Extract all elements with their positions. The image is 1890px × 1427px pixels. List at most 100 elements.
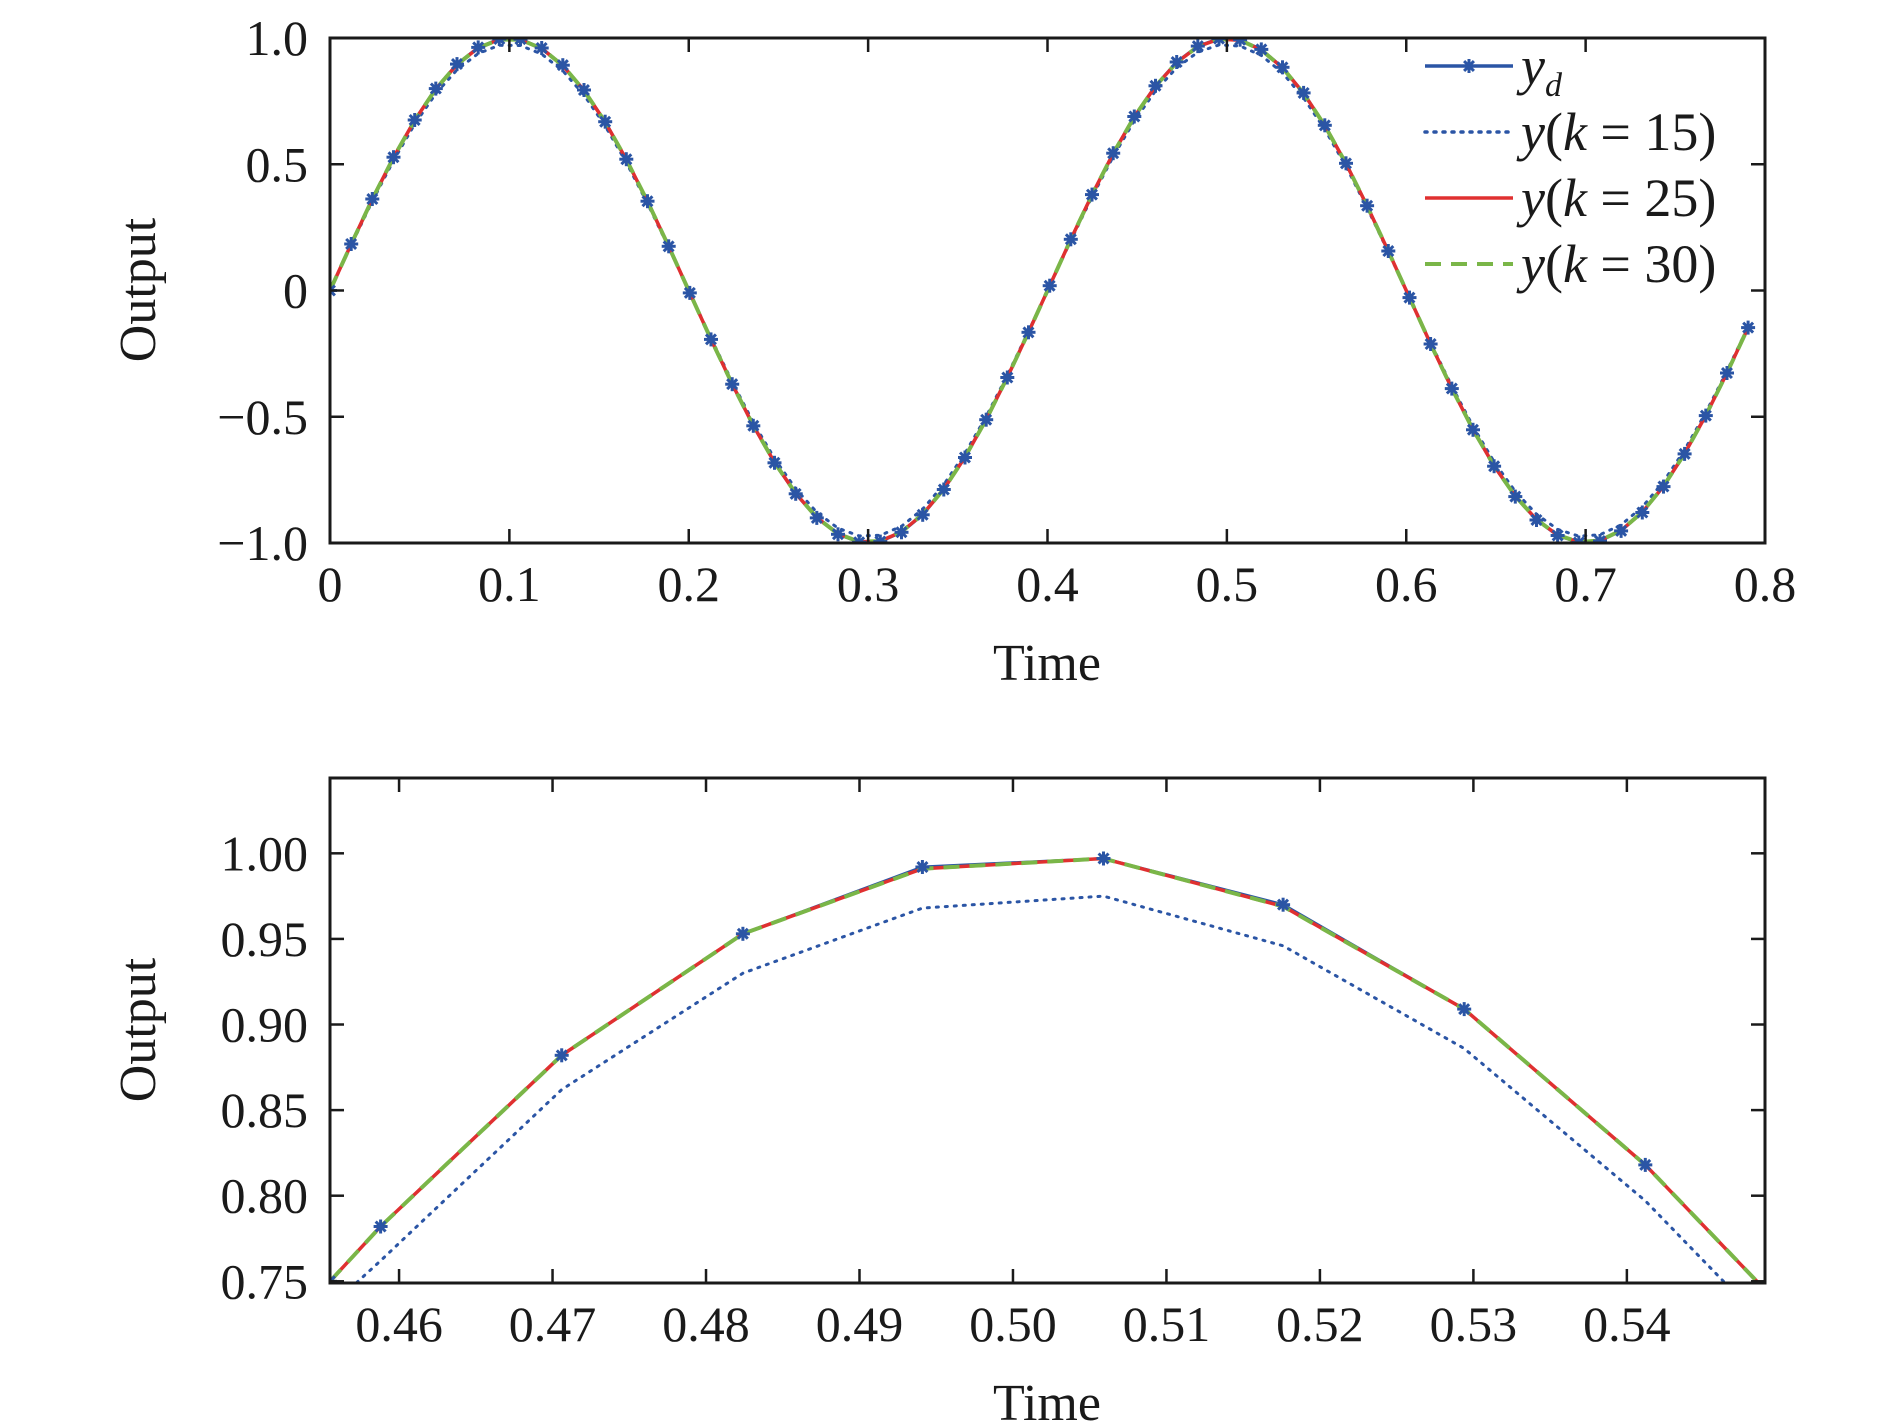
data-point-marker xyxy=(1042,278,1057,293)
top-ticks: 0 0.1 0.2 0.3 0.4 0.5 0.6 0.7 0.8 1.0 0.5 0 −0.5 −1.0 xyxy=(217,10,1796,612)
data-point-marker xyxy=(1127,109,1142,124)
data-point-marker xyxy=(554,1048,569,1063)
data-point-marker xyxy=(735,926,750,941)
data-point-marker xyxy=(1763,1282,1765,1283)
x-tick-label: 0.48 xyxy=(662,1296,750,1352)
x-tick-label: 0.50 xyxy=(969,1296,1057,1352)
top-x-axis-label: Time xyxy=(993,635,1101,692)
data-point-marker xyxy=(1677,446,1692,461)
data-point-marker xyxy=(1063,232,1078,247)
data-point-marker xyxy=(1614,523,1629,538)
data-point-marker xyxy=(1169,55,1184,69)
x-tick-label: 0.5 xyxy=(1196,556,1259,612)
data-point-marker xyxy=(577,83,591,97)
data-point-marker xyxy=(746,418,761,433)
data-point-marker xyxy=(386,150,401,165)
x-tick-label: 0.3 xyxy=(837,556,900,612)
x-tick-label: 0.7 xyxy=(1554,556,1617,612)
legend-item-2: y(k = 25) xyxy=(1425,168,1716,228)
legend-label: yd xyxy=(1516,36,1563,104)
data-point-marker xyxy=(1466,422,1480,437)
y-tick-label: 1.0 xyxy=(246,10,309,66)
data-point-marker xyxy=(450,57,464,72)
data-point-marker xyxy=(1381,244,1396,258)
data-point-marker xyxy=(344,237,359,251)
y-tick-label: 0 xyxy=(283,263,308,319)
data-point-marker xyxy=(958,450,972,465)
data-point-marker xyxy=(831,527,845,542)
data-point-marker xyxy=(365,192,380,206)
x-tick-label: 0.6 xyxy=(1375,556,1438,612)
bottom-x-axis-label: Time xyxy=(993,1375,1101,1427)
data-point-marker xyxy=(1190,39,1205,54)
y-tick-label: 0.95 xyxy=(221,911,309,967)
data-point-marker xyxy=(1550,528,1565,543)
legend-item-3: y(k = 30) xyxy=(1425,234,1716,294)
series-line-1 xyxy=(354,894,1728,1283)
data-point-marker xyxy=(1254,42,1269,57)
data-point-marker xyxy=(1096,851,1111,866)
y-tick-label: 1.00 xyxy=(221,825,309,881)
data-point-marker xyxy=(1148,78,1163,93)
legend-label: y(k = 15) xyxy=(1516,102,1716,162)
data-point-marker xyxy=(1529,513,1544,527)
y-tick-label: 0.5 xyxy=(246,136,309,192)
data-point-marker xyxy=(767,455,782,470)
bottom-ticks: 0.46 0.47 0.48 0.49 0.50 0.51 0.52 0.53 0.54 1.00… xyxy=(221,778,1765,1352)
x-tick-label: 0.4 xyxy=(1016,556,1079,612)
data-point-marker xyxy=(373,1219,388,1234)
data-point-marker xyxy=(555,58,570,73)
data-point-marker xyxy=(1317,118,1332,133)
series-line-0 xyxy=(330,856,1761,1283)
data-point-marker xyxy=(1276,897,1291,912)
top-chart: 0 0.1 0.2 0.3 0.4 0.5 0.6 0.7 0.8 1.0 0.5 0 −0.5 −1.0… xyxy=(110,10,1796,692)
data-point-marker xyxy=(915,507,930,522)
y-tick-label: 0.80 xyxy=(221,1168,309,1224)
data-point-marker xyxy=(1233,38,1248,47)
data-point-marker xyxy=(1296,85,1311,100)
x-tick-label: 0.53 xyxy=(1430,1296,1518,1352)
series-line-2 xyxy=(330,856,1761,1283)
y-tick-label: −1.0 xyxy=(217,515,308,571)
legend-marker xyxy=(1462,59,1476,73)
legend-label: y(k = 30) xyxy=(1516,234,1716,294)
y-tick-label: 0.75 xyxy=(221,1253,309,1309)
data-point-marker xyxy=(1487,459,1502,474)
data-point-marker xyxy=(1638,1157,1653,1172)
data-point-marker xyxy=(894,525,909,540)
data-point-marker xyxy=(534,41,549,55)
data-point-marker xyxy=(936,482,951,497)
data-point-marker xyxy=(661,239,676,254)
data-point-marker xyxy=(1360,198,1375,213)
y-tick-label: 0.90 xyxy=(221,997,309,1053)
y-tick-label: 0.85 xyxy=(221,1082,309,1138)
data-point-marker xyxy=(1085,187,1099,202)
data-point-marker xyxy=(809,510,824,525)
data-point-marker xyxy=(471,40,486,55)
y-tick-label: −0.5 xyxy=(217,389,308,445)
data-point-marker xyxy=(725,377,740,392)
series-group xyxy=(330,38,1756,543)
x-tick-label: 0.8 xyxy=(1734,556,1797,612)
data-point-marker xyxy=(1000,370,1015,385)
data-point-marker xyxy=(598,114,613,129)
x-tick-label: 0.2 xyxy=(658,556,721,612)
data-point-marker xyxy=(1720,366,1734,380)
data-point-marker xyxy=(1106,146,1121,161)
data-point-marker xyxy=(704,332,718,347)
data-point-marker xyxy=(1635,505,1650,520)
data-point-marker xyxy=(1457,1002,1472,1017)
legend-label: y(k = 25) xyxy=(1516,168,1716,228)
x-tick-label: 0.46 xyxy=(355,1296,443,1352)
x-tick-label: 0.1 xyxy=(478,556,541,612)
data-point-marker xyxy=(640,194,655,209)
data-point-marker xyxy=(788,486,803,501)
data-point-marker xyxy=(682,285,697,300)
x-tick-label: 0.49 xyxy=(816,1296,904,1352)
data-point-marker xyxy=(1698,408,1713,423)
top-plot-area xyxy=(330,38,1756,543)
x-tick-label: 0.51 xyxy=(1123,1296,1211,1352)
legend-item-0: yd xyxy=(1425,36,1563,104)
data-point-marker xyxy=(428,81,443,96)
bottom-axes-box xyxy=(328,776,1767,1285)
